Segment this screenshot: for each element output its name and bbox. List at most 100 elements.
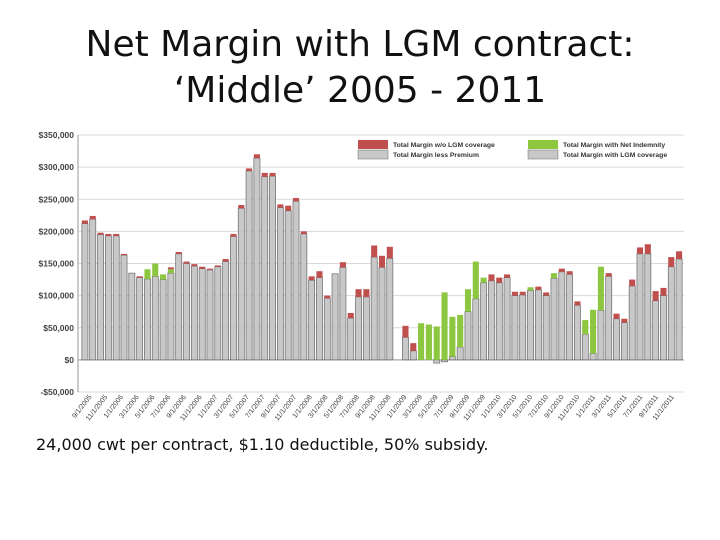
bar-premium — [574, 301, 581, 306]
bar-net-indemnity — [160, 274, 167, 280]
legend-label: Total Margin with LGM coverage — [563, 152, 667, 159]
bar-lgm-coverage — [269, 175, 276, 361]
bar-premium — [191, 264, 198, 267]
bar-premium — [386, 246, 393, 259]
bar-net-indemnity — [582, 320, 589, 335]
bar-lgm-coverage — [550, 277, 558, 361]
bar-premium — [566, 271, 573, 275]
bar-lgm-coverage — [503, 277, 511, 361]
bar-lgm-coverage — [574, 304, 581, 361]
bar-lgm-coverage — [433, 359, 441, 364]
bar-premium — [246, 168, 253, 171]
bar-lgm-coverage — [151, 276, 159, 361]
legend-label: Total Margin less Premium — [393, 152, 479, 159]
y-tick-label: $300,000 — [39, 162, 75, 172]
bar-premium — [261, 172, 268, 177]
bar-net-indemnity — [433, 326, 440, 360]
y-tick-label: $100,000 — [39, 291, 75, 301]
bar-lgm-coverage — [362, 296, 370, 361]
bar-lgm-coverage — [136, 277, 144, 361]
bar-lgm-coverage — [222, 261, 230, 361]
bar-lgm-coverage — [323, 297, 331, 361]
bar-lgm-coverage — [190, 265, 198, 361]
bar-premium — [363, 289, 370, 297]
bar-lgm-coverage — [175, 253, 183, 361]
legend-swatch — [528, 140, 558, 149]
bar-premium — [558, 268, 565, 272]
bar-net-indemnity — [425, 324, 432, 360]
bar-premium — [222, 259, 229, 262]
bar-net-indemnity — [457, 314, 464, 348]
bar-lgm-coverage — [441, 359, 448, 363]
y-tick-label: $50,000 — [43, 323, 74, 333]
y-tick-label: $0 — [65, 355, 75, 365]
bar-lgm-coverage — [566, 274, 574, 361]
bar-premium — [292, 197, 300, 202]
bar-lgm-coverage — [81, 223, 89, 361]
bar-premium — [519, 291, 526, 295]
bar-premium — [253, 154, 260, 159]
bar-premium — [355, 289, 362, 297]
bar-lgm-coverage — [636, 253, 644, 361]
bar-premium — [496, 277, 503, 283]
bar-lgm-coverage — [331, 273, 339, 361]
bar-premium — [206, 268, 214, 270]
y-tick-label: $200,000 — [39, 226, 75, 236]
bar-premium — [238, 205, 245, 209]
bar-lgm-coverage — [183, 263, 190, 361]
bar-lgm-coverage — [120, 254, 128, 361]
legend-swatch — [527, 149, 559, 160]
bar-lgm-coverage — [589, 353, 597, 361]
bar-lgm-coverage — [519, 294, 527, 361]
bar-lgm-coverage — [597, 310, 605, 361]
bar-lgm-coverage — [488, 280, 495, 361]
bar-premium — [629, 279, 636, 286]
bar-lgm-coverage — [644, 253, 652, 361]
slide-title: Net Margin with LGM contract: ‘Middle’ 2… — [0, 22, 720, 114]
bar-premium — [504, 274, 511, 278]
bar-lgm-coverage — [667, 266, 675, 361]
bar-lgm-coverage — [409, 350, 417, 361]
bar-lgm-coverage — [628, 285, 636, 361]
bar-net-indemnity — [472, 261, 479, 299]
chart-container: -$50,000 $0 $50,000 $100,000 $150,000 $200,00… — [28, 127, 694, 430]
bar-premium — [652, 291, 659, 301]
bar-premium — [543, 292, 550, 296]
bar-lgm-coverage — [527, 290, 534, 361]
bar-premium — [89, 215, 96, 220]
bar-lgm-coverage — [245, 170, 253, 361]
bar-lgm-coverage — [167, 272, 175, 361]
bar-premium — [230, 233, 237, 237]
bar-lgm-coverage — [558, 271, 566, 361]
bar-net-indemnity — [418, 323, 425, 360]
bar-net-indemnity — [597, 266, 604, 311]
bar-premium — [636, 247, 644, 254]
bar-lgm-coverage — [386, 258, 394, 361]
bar-premium — [81, 220, 88, 224]
bar-lgm-coverage — [339, 267, 347, 361]
slide-title-line-2: ‘Middle’ 2005 - 2011 — [173, 70, 547, 111]
bar-lgm-coverage — [104, 235, 112, 361]
bar-premium — [378, 255, 386, 268]
slide-caption: 24,000 cwt per contract, $1.10 deductibl… — [36, 435, 489, 454]
bar-premium — [410, 343, 417, 351]
legend-swatch — [358, 140, 388, 149]
y-tick-label: $350,000 — [39, 130, 75, 140]
bar-lgm-coverage — [495, 282, 503, 361]
y-tick-label: -$50,000 — [40, 387, 74, 397]
bar-premium — [613, 313, 620, 319]
bar-net-indemnity — [527, 287, 534, 291]
bar-premium — [113, 233, 120, 236]
bar-premium — [308, 276, 315, 281]
bar-lgm-coverage — [652, 300, 660, 361]
bar-lgm-coverage — [198, 268, 206, 361]
bar-lgm-coverage — [534, 289, 542, 361]
legend-label: Total Margin w/o LGM coverage — [393, 142, 495, 149]
bar-premium — [136, 276, 143, 278]
bar-lgm-coverage — [97, 234, 104, 361]
bar-premium — [676, 251, 683, 260]
bar-premium — [621, 318, 628, 323]
bar-lgm-coverage — [308, 279, 316, 361]
bar-premium — [175, 251, 182, 254]
bar-lgm-coverage — [613, 318, 620, 361]
